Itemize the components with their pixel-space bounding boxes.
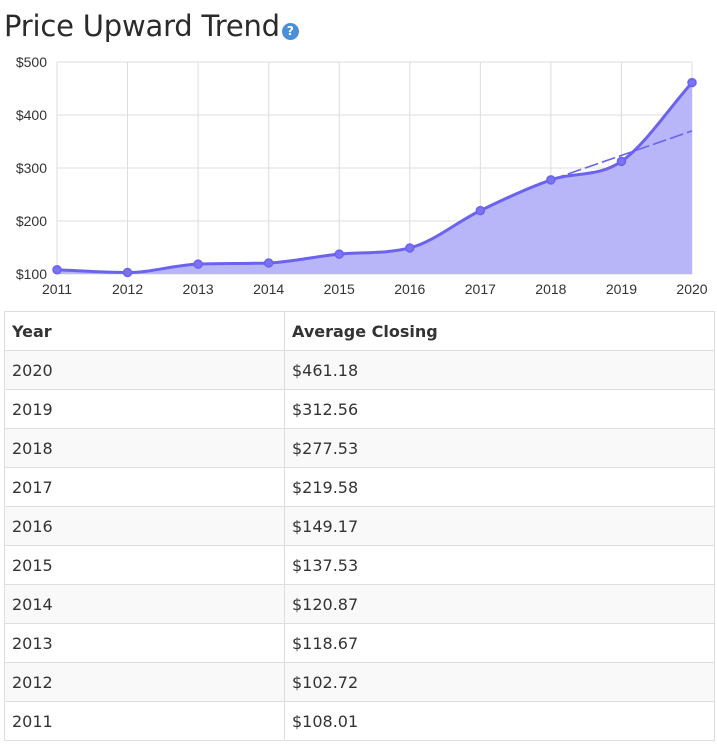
y-tick-label: $400	[16, 107, 47, 123]
chart-area-layer	[57, 82, 692, 274]
data-point	[546, 175, 556, 185]
year-cell: 2016	[4, 506, 285, 546]
average-closing-cell: $149.17	[284, 506, 715, 546]
year-cell: 2019	[4, 389, 285, 429]
average-closing-cell: $312.56	[284, 389, 715, 429]
year-cell: 2014	[4, 584, 285, 624]
y-tick-label: $100	[16, 266, 47, 282]
y-tick-label: $300	[16, 160, 47, 176]
x-axis-labels: 2011 2012 2013 2014 2015 2016 2017 2018 2019 2020	[42, 281, 708, 297]
table-row: 2017 $219.58	[4, 467, 715, 507]
help-icon[interactable]: ?	[281, 22, 299, 40]
x-tick-label: 2011	[42, 281, 72, 297]
data-point	[193, 259, 203, 269]
table-row: 2011 $108.01	[4, 701, 715, 741]
year-cell: 2013	[4, 623, 285, 663]
x-tick-label: 2020	[676, 281, 707, 297]
table-row: 2019 $312.56	[4, 389, 715, 429]
x-tick-label: 2017	[465, 281, 496, 297]
year-cell: 2011	[4, 701, 285, 741]
series-area	[57, 82, 692, 274]
data-point	[616, 156, 627, 167]
table-row: 2015 $137.53	[4, 545, 715, 585]
average-closing-cell: $120.87	[284, 584, 715, 624]
chart-line-layer	[56, 81, 694, 275]
page-title: Price Upward Trend	[4, 9, 280, 43]
data-point	[52, 265, 62, 275]
y-tick-label: $500	[16, 54, 47, 70]
x-tick-label: 2016	[394, 281, 425, 297]
x-tick-label: 2015	[324, 281, 355, 297]
year-cell: 2020	[4, 350, 285, 390]
x-tick-label: 2012	[112, 281, 143, 297]
table-row: 2013 $118.67	[4, 623, 715, 663]
y-axis-labels: $100 $200 $300 $400 $500	[16, 54, 47, 282]
data-point	[122, 267, 133, 278]
data-point	[334, 249, 344, 259]
average-closing-cell: $102.72	[284, 662, 715, 702]
trend-line	[550, 130, 693, 181]
average-closing-cell: $461.18	[284, 350, 715, 390]
average-closing-cell: $219.58	[284, 467, 715, 507]
table-row: 2020 $461.18	[4, 350, 715, 390]
x-tick-label: 2019	[606, 281, 637, 297]
table-header-row: Year Average Closing	[4, 311, 715, 351]
x-tick-label: 2014	[253, 281, 284, 297]
data-point	[405, 243, 415, 253]
table-row: 2018 $277.53	[4, 428, 715, 468]
data-point	[475, 205, 486, 216]
data-point	[687, 77, 697, 88]
average-closing-cell: $277.53	[284, 428, 715, 468]
x-tick-label: 2018	[535, 281, 566, 297]
year-column-header[interactable]: Year	[4, 311, 285, 351]
table-row: 2012 $102.72	[4, 662, 715, 702]
price-trend-chart: $100$200$300$400$500 2011 2012 2013 2014 201…	[16, 54, 708, 297]
year-cell: 2012	[4, 662, 285, 702]
year-cell: 2017	[4, 467, 285, 507]
price-table: Year Average Closing 2020 $461.18 2019 $…	[4, 311, 715, 741]
chart-marker-layer	[52, 77, 697, 278]
table-row: 2016 $149.17	[4, 506, 715, 546]
table-row: 2014 $120.87	[4, 584, 715, 624]
data-point	[263, 258, 274, 268]
y-tick-label: $200	[16, 213, 47, 229]
series-line	[56, 81, 694, 275]
title-row: Price Upward Trend ?	[4, 6, 299, 46]
average-closing-cell: $137.53	[284, 545, 715, 585]
average-closing-cell: $118.67	[284, 623, 715, 663]
x-tick-label: 2013	[183, 281, 214, 297]
year-cell: 2018	[4, 428, 285, 468]
average-closing-cell: $108.01	[284, 701, 715, 741]
average-closing-column-header[interactable]: Average Closing	[284, 311, 715, 351]
year-cell: 2015	[4, 545, 285, 585]
